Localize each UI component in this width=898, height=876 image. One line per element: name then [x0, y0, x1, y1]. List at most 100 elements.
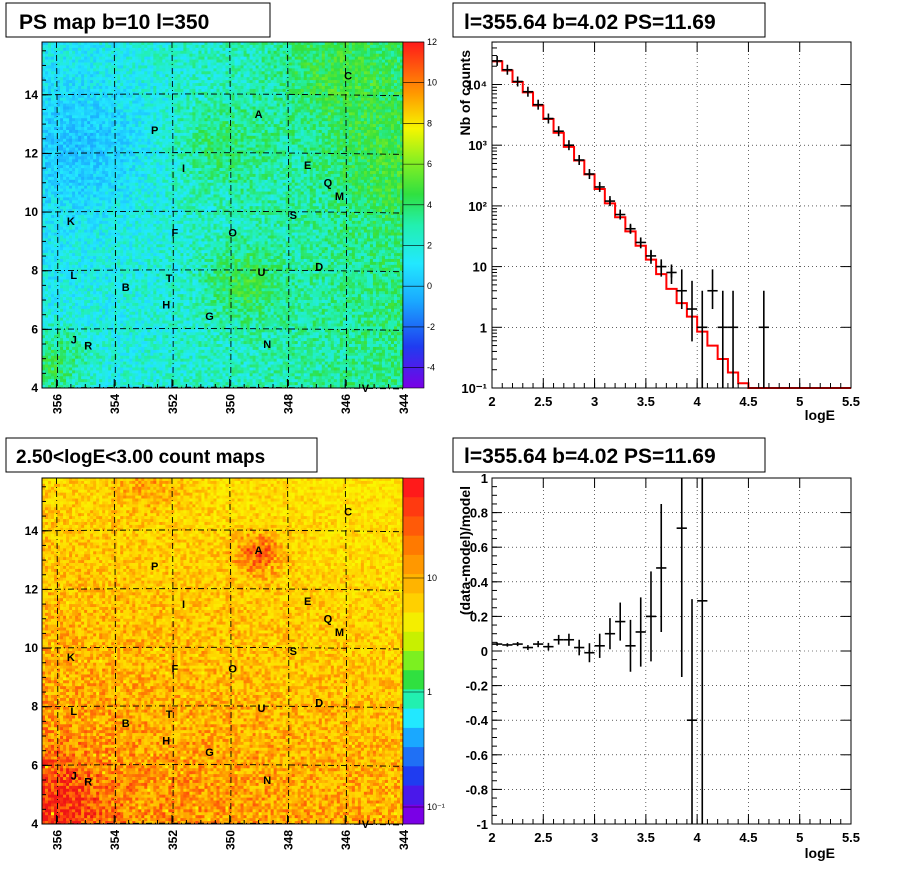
heatmap-cell	[280, 136, 283, 139]
heatmap-cell	[186, 51, 189, 54]
heatmap-cell	[69, 109, 72, 112]
heatmap-cell	[153, 48, 156, 51]
heatmap-cell	[247, 118, 250, 121]
heatmap-cell	[256, 57, 259, 60]
heatmap-cell	[135, 127, 138, 130]
heatmap-cell	[177, 101, 180, 104]
heatmap-cell	[75, 63, 78, 66]
heatmap-cell	[265, 83, 268, 86]
heatmap-cell	[120, 77, 123, 80]
heatmap-cell	[216, 65, 219, 68]
heatmap-cell	[153, 95, 156, 98]
heatmap-cell	[226, 136, 229, 139]
heatmap-cell	[379, 148, 382, 151]
heatmap-cell	[174, 45, 177, 48]
heatmap-cell	[223, 60, 226, 63]
heatmap-cell	[397, 115, 400, 118]
heatmap-cell	[361, 101, 364, 104]
heatmap-cell	[382, 142, 385, 145]
heatmap-cell	[232, 83, 235, 86]
heatmap-cell	[352, 101, 355, 104]
heatmap-cell	[207, 89, 210, 92]
heatmap-cell	[57, 80, 60, 83]
heatmap-cell	[195, 80, 198, 83]
heatmap-cell	[226, 130, 229, 133]
heatmap-cell	[352, 118, 355, 121]
heatmap-cell	[153, 80, 156, 83]
heatmap-cell	[334, 124, 337, 127]
heatmap-cell	[262, 145, 265, 148]
heatmap-cell	[72, 127, 75, 130]
heatmap-cell	[331, 54, 334, 57]
heatmap-cell	[123, 118, 126, 121]
heatmap-cell	[213, 77, 216, 80]
heatmap-cell	[322, 83, 325, 86]
heatmap-cell	[250, 107, 253, 110]
heatmap-cell	[66, 60, 69, 63]
heatmap-cell	[75, 57, 78, 60]
heatmap-cell	[313, 57, 316, 60]
heatmap-cell	[192, 71, 195, 74]
heatmap-cell	[99, 104, 102, 107]
heatmap-cell	[48, 74, 51, 77]
heatmap-cell	[108, 104, 111, 107]
heatmap-cell	[328, 54, 331, 57]
heatmap-cell	[232, 142, 235, 145]
heatmap-cell	[51, 60, 54, 63]
heatmap-cell	[198, 48, 201, 51]
heatmap-cell	[99, 77, 102, 80]
heatmap-cell	[99, 63, 102, 66]
heatmap-cell	[63, 121, 66, 124]
heatmap-cell	[102, 60, 105, 63]
heatmap-cell	[177, 118, 180, 121]
heatmap-cell	[201, 148, 204, 151]
heatmap-cell	[207, 74, 210, 77]
heatmap-cell	[180, 98, 183, 101]
heatmap-cell	[204, 118, 207, 121]
heatmap-cell	[54, 142, 57, 145]
heatmap-cell	[138, 57, 141, 60]
heatmap-cell	[325, 104, 328, 107]
heatmap-cell	[174, 65, 177, 68]
heatmap-cell	[349, 139, 352, 142]
heatmap-cell	[334, 60, 337, 63]
heatmap-cell	[102, 95, 105, 98]
heatmap-cell	[388, 124, 391, 127]
heatmap-cell	[72, 57, 75, 60]
heatmap-cell	[186, 54, 189, 57]
heatmap-cell	[319, 142, 322, 145]
heatmap-cell	[226, 63, 229, 66]
heatmap-cell	[229, 104, 232, 107]
heatmap-cell	[298, 112, 301, 115]
heatmap-cell	[295, 63, 298, 66]
heatmap-cell	[204, 92, 207, 95]
heatmap-cell	[51, 63, 54, 66]
heatmap-cell	[99, 45, 102, 48]
heatmap-cell	[69, 63, 72, 66]
heatmap-cell	[66, 63, 69, 66]
heatmap-cell	[256, 148, 259, 151]
heatmap-cell	[313, 48, 316, 51]
heatmap-cell	[135, 121, 138, 124]
heatmap-cell	[198, 115, 201, 118]
heatmap-cell	[105, 133, 108, 136]
heatmap-cell	[192, 57, 195, 60]
heatmap-cell	[195, 95, 198, 98]
heatmap-cell	[123, 68, 126, 71]
heatmap-cell	[277, 98, 280, 101]
heatmap-cell	[373, 133, 376, 136]
heatmap-cell	[117, 118, 120, 121]
heatmap-cell	[349, 65, 352, 68]
heatmap-cell	[394, 109, 397, 112]
heatmap-cell	[147, 112, 150, 115]
heatmap-cell	[385, 54, 388, 57]
heatmap-cell	[144, 124, 147, 127]
heatmap-cell	[280, 68, 283, 71]
heatmap-cell	[171, 83, 174, 86]
heatmap-cell	[226, 112, 229, 115]
heatmap-cell	[144, 136, 147, 139]
heatmap-cell	[352, 121, 355, 124]
heatmap-cell	[45, 145, 48, 148]
heatmap-cell	[174, 133, 177, 136]
heatmap-cell	[207, 65, 210, 68]
